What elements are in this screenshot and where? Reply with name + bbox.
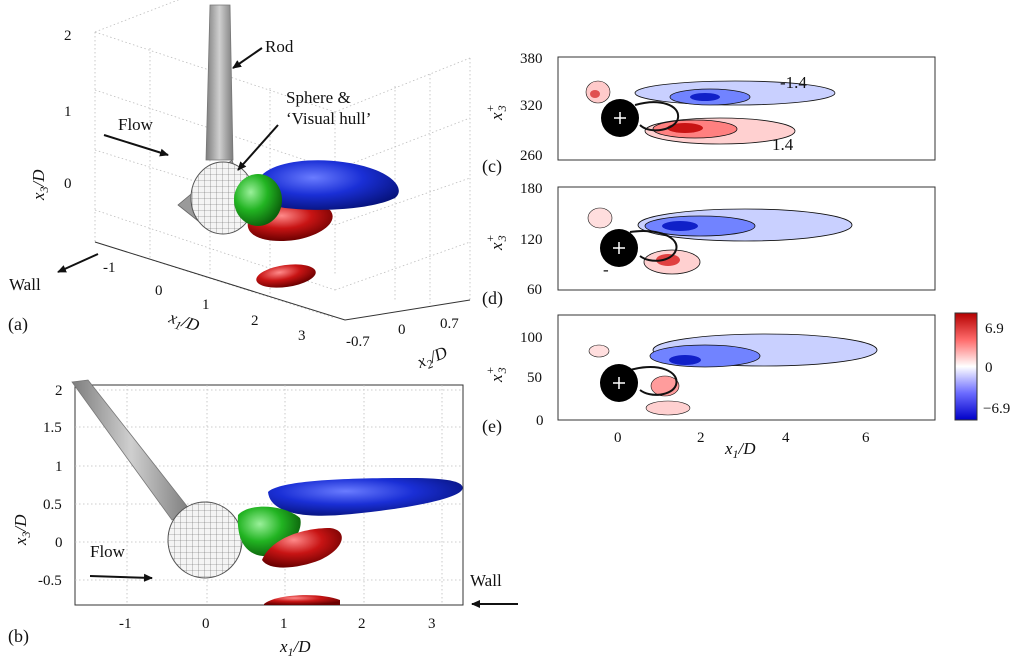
- d-contour-label: -: [603, 260, 609, 279]
- a-panel-label: (a): [8, 314, 28, 335]
- e-xlabel: x1/D: [724, 439, 756, 461]
- a-ytick-07: 0.7: [440, 316, 459, 332]
- c-ylabel: x+3: [483, 104, 509, 121]
- b-xtick-m1: -1: [119, 616, 132, 632]
- b-xlabel: x1/D: [279, 637, 311, 659]
- a-ztick-2: 2: [64, 28, 72, 44]
- e-xtick-0: 0: [614, 430, 622, 446]
- c-contour-label-pos: 1.4: [772, 135, 794, 154]
- e-xtick-2: 2: [697, 430, 705, 446]
- panel-a: 2 1 0 x3/D -1 0 1 2 3 x1/D -0.7 0 0.7 x2…: [8, 0, 471, 375]
- a-ylabel: x3/D: [29, 169, 51, 201]
- panel-e: 100 50 0 x+3 (e) 0 2 4 6 x1/D: [482, 314, 936, 461]
- b-xtick-0: 0: [202, 616, 210, 632]
- b-ytick-15: 1.5: [43, 420, 62, 436]
- cbar-tick-min: −6.9: [983, 401, 1010, 417]
- a-ztick-0: 0: [64, 176, 72, 192]
- a-zlabel: x2/D: [413, 342, 451, 374]
- c-contour-label-neg: -1.4: [780, 73, 807, 92]
- b-flow-arrow: [89, 573, 153, 582]
- a-sphere-label-1: Sphere &: [286, 88, 351, 107]
- a-flow-arrow: [103, 134, 169, 157]
- c-panel-label: (c): [482, 156, 502, 177]
- a-ytick-m07: -0.7: [346, 334, 370, 350]
- b-rod: [71, 379, 191, 521]
- panel-d: 180 120 60 x+3 (d) -: [482, 181, 936, 309]
- panel-c: 380 320 260 x+3 (c) -1.4 1.4: [482, 51, 936, 177]
- a-xlabel: x1/D: [165, 307, 202, 338]
- b-ytick-1: 1: [55, 459, 63, 475]
- d-contours: [587, 207, 853, 275]
- a-xtick-3: 3: [298, 328, 306, 344]
- cbar-tick-max: 6.9: [985, 321, 1004, 337]
- a-rod-label: Rod: [265, 37, 294, 56]
- a-xtick-2: 2: [251, 313, 259, 329]
- c-ytick-260: 260: [520, 148, 543, 164]
- e-panel-label: (e): [482, 416, 502, 437]
- b-ytick-0: 0: [55, 535, 63, 551]
- a-sphere-arrow: [237, 124, 279, 171]
- e-contours: [588, 333, 878, 416]
- b-ytick-m05: -0.5: [38, 573, 62, 589]
- b-ytick-2: 2: [55, 383, 63, 399]
- a-xtick-1: 1: [202, 297, 210, 313]
- a-rod: [205, 4, 234, 161]
- colorbar: 6.9 0 −6.9: [954, 312, 1010, 421]
- a-wall-label: Wall: [9, 275, 41, 294]
- d-ylabel: x+3: [483, 234, 509, 251]
- a-sphere-label-2: ‘Visual hull’: [286, 109, 371, 128]
- c-ytick-320: 320: [520, 98, 543, 114]
- b-xtick-3: 3: [428, 616, 436, 632]
- b-ylabel: x3/D: [11, 514, 33, 546]
- b-ytick-05: 0.5: [43, 497, 62, 513]
- b-blue-structure: [268, 478, 463, 516]
- e-ytick-100: 100: [520, 330, 543, 346]
- b-xtick-1: 1: [280, 616, 288, 632]
- a-wall-arrow: [57, 253, 99, 273]
- a-ytick-0: 0: [398, 322, 406, 338]
- b-wall-label: Wall: [470, 571, 502, 590]
- a-rod-arrow: [232, 47, 263, 69]
- e-ylabel: x+3: [483, 366, 509, 383]
- a-ztick-1: 1: [64, 104, 72, 120]
- a-blue-structure: [256, 160, 399, 210]
- a-xtick-m1: -1: [103, 260, 116, 276]
- e-ytick-50: 50: [527, 370, 542, 386]
- panel-b: 2 1.5 1 0.5 0 -0.5 x3/D -1 0 1 2 3 x1/D …: [8, 379, 518, 659]
- b-panel-label: (b): [8, 626, 29, 647]
- cbar-tick-zero: 0: [985, 360, 993, 376]
- b-xtick-2: 2: [358, 616, 366, 632]
- a-red-structure-lower: [256, 264, 316, 288]
- c-ytick-380: 380: [520, 51, 543, 67]
- b-red-structure-lower: [264, 595, 340, 605]
- e-xtick-6: 6: [862, 430, 870, 446]
- e-xtick-4: 4: [782, 430, 790, 446]
- d-ytick-180: 180: [520, 181, 543, 197]
- d-ytick-60: 60: [527, 282, 542, 298]
- d-panel-label: (d): [482, 288, 503, 309]
- a-green-structure: [234, 174, 282, 226]
- c-contours: [585, 80, 836, 145]
- b-red-structure: [262, 528, 342, 568]
- d-ytick-120: 120: [520, 232, 543, 248]
- e-ytick-0: 0: [536, 413, 544, 429]
- a-flow-label: Flow: [118, 115, 154, 134]
- b-flow-label: Flow: [90, 542, 126, 561]
- a-xtick-0: 0: [155, 283, 163, 299]
- b-sphere: [167, 501, 243, 579]
